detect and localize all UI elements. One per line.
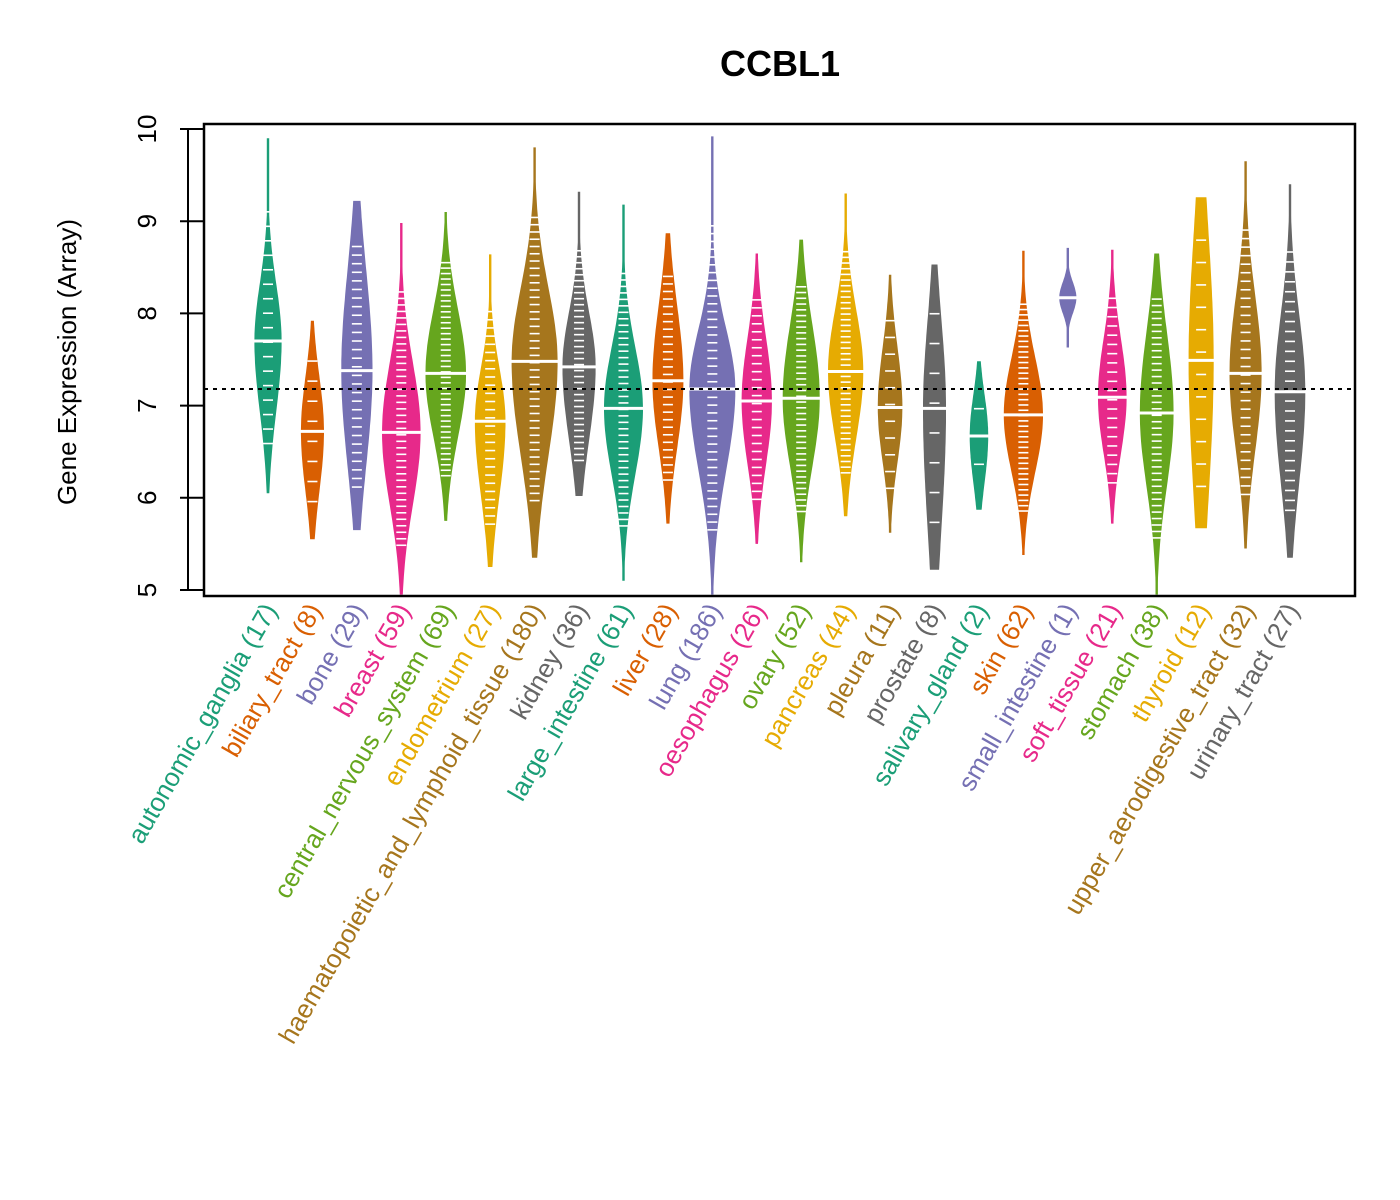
violin-body xyxy=(652,233,684,524)
violin-thyroid xyxy=(1187,197,1215,529)
y-tick-label: 8 xyxy=(132,306,162,320)
plot-frame xyxy=(202,122,1357,598)
violin-endometrium xyxy=(473,254,507,567)
violin-body xyxy=(562,191,596,496)
violin-body xyxy=(341,200,373,531)
violin-body xyxy=(1139,253,1174,595)
violin-breast xyxy=(381,223,422,595)
x-axis-labels: autonomic_ganglia (17)biliary_tract (8)b… xyxy=(121,598,1305,1049)
violin-haematopoietic_and_lymphoid_tissue xyxy=(510,147,559,558)
violin-body xyxy=(1097,249,1127,524)
chart-title: CCBL1 xyxy=(720,43,840,84)
violin-prostate xyxy=(921,264,948,570)
violin-bone xyxy=(340,200,374,531)
violin-body xyxy=(1229,161,1262,549)
y-tick-label: 6 xyxy=(132,491,162,505)
violin-small_intestine xyxy=(1058,247,1078,348)
violin-body xyxy=(782,239,820,563)
violin-upper_aerodigestive_tract xyxy=(1228,161,1263,549)
violin-body xyxy=(1003,250,1043,555)
violin-body xyxy=(828,193,864,517)
violin-autonomic_ganglia xyxy=(253,138,283,494)
violin-biliary_tract xyxy=(299,320,325,540)
violin-body xyxy=(474,254,506,567)
violin-ovary xyxy=(781,239,821,563)
y-axis-label: Gene Expression (Array) xyxy=(52,219,82,505)
violin-pancreas xyxy=(827,193,865,517)
y-tick-label: 9 xyxy=(132,214,162,228)
violin-urinary_tract xyxy=(1273,184,1307,558)
violin-skin xyxy=(1002,250,1044,555)
violin-central_nervous_system xyxy=(424,212,468,521)
violin-kidney xyxy=(561,191,597,496)
violin-liver xyxy=(651,233,685,524)
violin-body xyxy=(511,147,558,558)
violins-group xyxy=(253,136,1307,595)
violin-body xyxy=(604,204,643,581)
violin-soft_tissue xyxy=(1096,249,1128,524)
violin-stomach xyxy=(1138,253,1175,595)
violin-oesophagus xyxy=(740,253,773,544)
violin-body xyxy=(1188,197,1214,529)
y-tick-label: 10 xyxy=(132,115,162,144)
violin-body xyxy=(923,264,946,570)
violin-body xyxy=(741,253,772,544)
y-tick-label: 5 xyxy=(132,583,162,597)
y-axis: 5 6 7 8 9 10 xyxy=(132,115,204,597)
y-tick-label: 7 xyxy=(132,398,162,412)
violin-body xyxy=(254,138,282,494)
violin-pleura xyxy=(876,274,904,533)
violin-large_intestine xyxy=(602,204,644,581)
violin-lung xyxy=(688,136,737,595)
violin-salivary_gland xyxy=(968,361,990,510)
